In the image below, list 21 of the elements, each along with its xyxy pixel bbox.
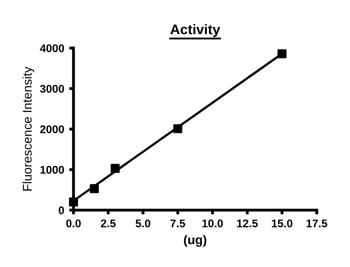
x-tick-label: 7.5 [170,220,186,228]
x-tick-label: 0.0 [66,219,81,228]
x-axis-title: (ug) [184,235,206,247]
y-tick-label: 1000 [40,166,64,174]
point [278,49,286,58]
x-tick-label: 12.5 [237,219,258,228]
point [110,164,120,173]
y-axis-title: Fluorescence Intensity [22,66,34,191]
y-tick-label: 0 [58,206,64,214]
point [69,198,78,207]
x-tick-label: 5.0 [136,219,150,228]
y-tick-label: 4000 [40,44,64,52]
x-tick-label: 17.5 [306,220,328,228]
y-tick-label: 2000 [40,125,64,134]
x-tick-label: 10.0 [202,219,223,228]
x-tick-label: 2.5 [100,219,116,228]
chart-title: Activity [170,24,220,38]
x-tick-label: 15.0 [272,219,292,228]
y-tick-label: 3000 [40,84,64,93]
point [173,124,182,134]
point [90,184,99,194]
